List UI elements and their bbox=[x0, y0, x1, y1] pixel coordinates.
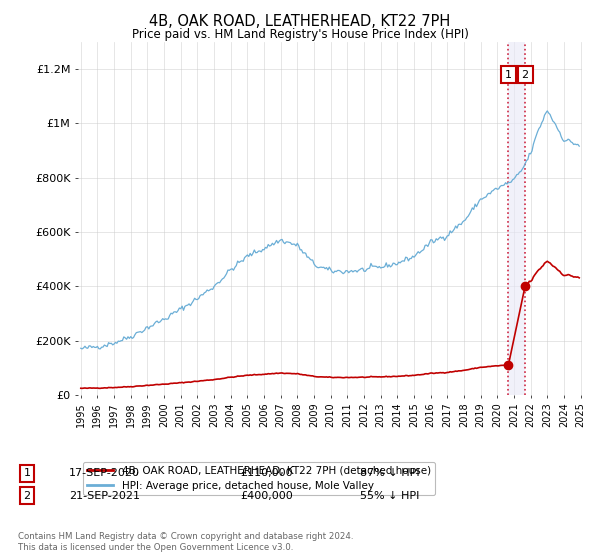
Text: 2: 2 bbox=[521, 69, 529, 80]
Text: Price paid vs. HM Land Registry's House Price Index (HPI): Price paid vs. HM Land Registry's House … bbox=[131, 28, 469, 41]
Text: 1: 1 bbox=[23, 468, 31, 478]
Text: 17-SEP-2020: 17-SEP-2020 bbox=[69, 468, 140, 478]
Text: £110,000: £110,000 bbox=[240, 468, 293, 478]
Text: 55% ↓ HPI: 55% ↓ HPI bbox=[360, 491, 419, 501]
Text: 2: 2 bbox=[23, 491, 31, 501]
Text: £400,000: £400,000 bbox=[240, 491, 293, 501]
Text: 87% ↓ HPI: 87% ↓ HPI bbox=[360, 468, 419, 478]
Bar bbox=[508, 42, 525, 395]
Text: Contains HM Land Registry data © Crown copyright and database right 2024.
This d: Contains HM Land Registry data © Crown c… bbox=[18, 532, 353, 552]
Text: 1: 1 bbox=[505, 69, 512, 80]
Legend: 4B, OAK ROAD, LEATHERHEAD, KT22 7PH (detached house), HPI: Average price, detach: 4B, OAK ROAD, LEATHERHEAD, KT22 7PH (det… bbox=[83, 462, 435, 495]
Text: 4B, OAK ROAD, LEATHERHEAD, KT22 7PH: 4B, OAK ROAD, LEATHERHEAD, KT22 7PH bbox=[149, 14, 451, 29]
Text: 21-SEP-2021: 21-SEP-2021 bbox=[69, 491, 140, 501]
